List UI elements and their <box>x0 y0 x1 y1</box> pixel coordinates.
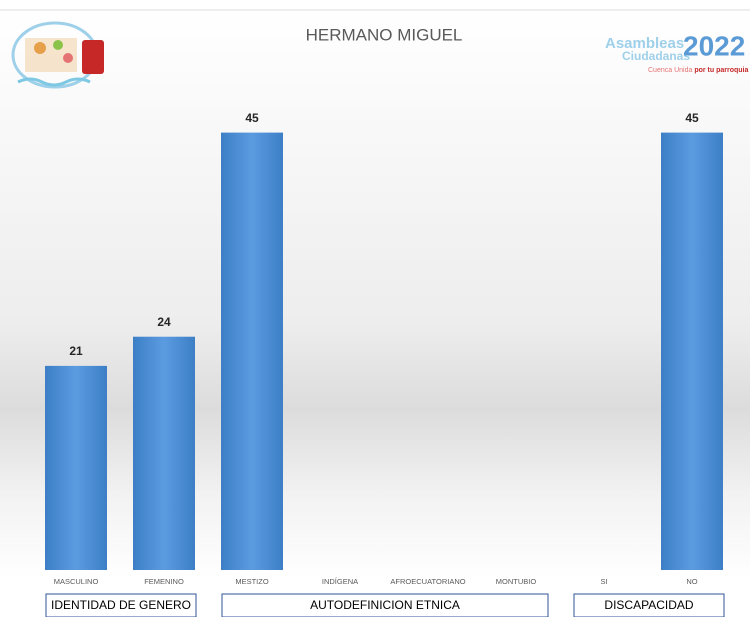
logo-tagline: Cuenca Unida por tu parroquia <box>648 67 748 74</box>
group-label: DISCAPACIDAD <box>604 598 693 612</box>
logo-tagline-b: por tu parroquia <box>694 67 748 74</box>
bar <box>661 132 723 570</box>
x-tick-label: MASCULINO <box>54 577 99 586</box>
chart-title: HERMANO MIGUEL <box>306 25 463 44</box>
x-tick-label: AFROECUATORIANO <box>390 577 465 586</box>
right-logo: Asambleas Ciudadanas 2022 Cuenca Unida p… <box>605 30 748 73</box>
bar <box>221 132 283 570</box>
logo-line1: Asambleas <box>605 35 684 52</box>
left-logo <box>11 21 104 89</box>
logo-tagline-a: Cuenca Unida <box>648 67 692 74</box>
x-tick-label: FEMENINO <box>144 577 184 586</box>
data-label: 45 <box>245 111 259 125</box>
group-box <box>45 593 197 617</box>
x-tick-label: MESTIZO <box>235 577 268 586</box>
group-label: IDENTIDAD DE GENERO <box>51 598 191 612</box>
plot-background <box>0 10 750 580</box>
x-tick-label: SI <box>600 577 607 586</box>
data-label: 24 <box>157 315 171 329</box>
group-box <box>221 593 549 617</box>
logo-year: 2022 <box>683 30 745 61</box>
data-label: 21 <box>69 344 83 358</box>
logo-line2: Ciudadanas <box>622 49 690 63</box>
group-label: AUTODEFINICION ETNICA <box>310 598 460 612</box>
group-box <box>573 593 725 617</box>
x-tick-label: NO <box>686 577 697 586</box>
data-label: 45 <box>685 111 699 125</box>
x-tick-label: INDÍGENA <box>322 577 358 586</box>
bar <box>45 365 107 570</box>
bar <box>133 336 195 570</box>
x-tick-label: MONTUBIO <box>496 577 537 586</box>
